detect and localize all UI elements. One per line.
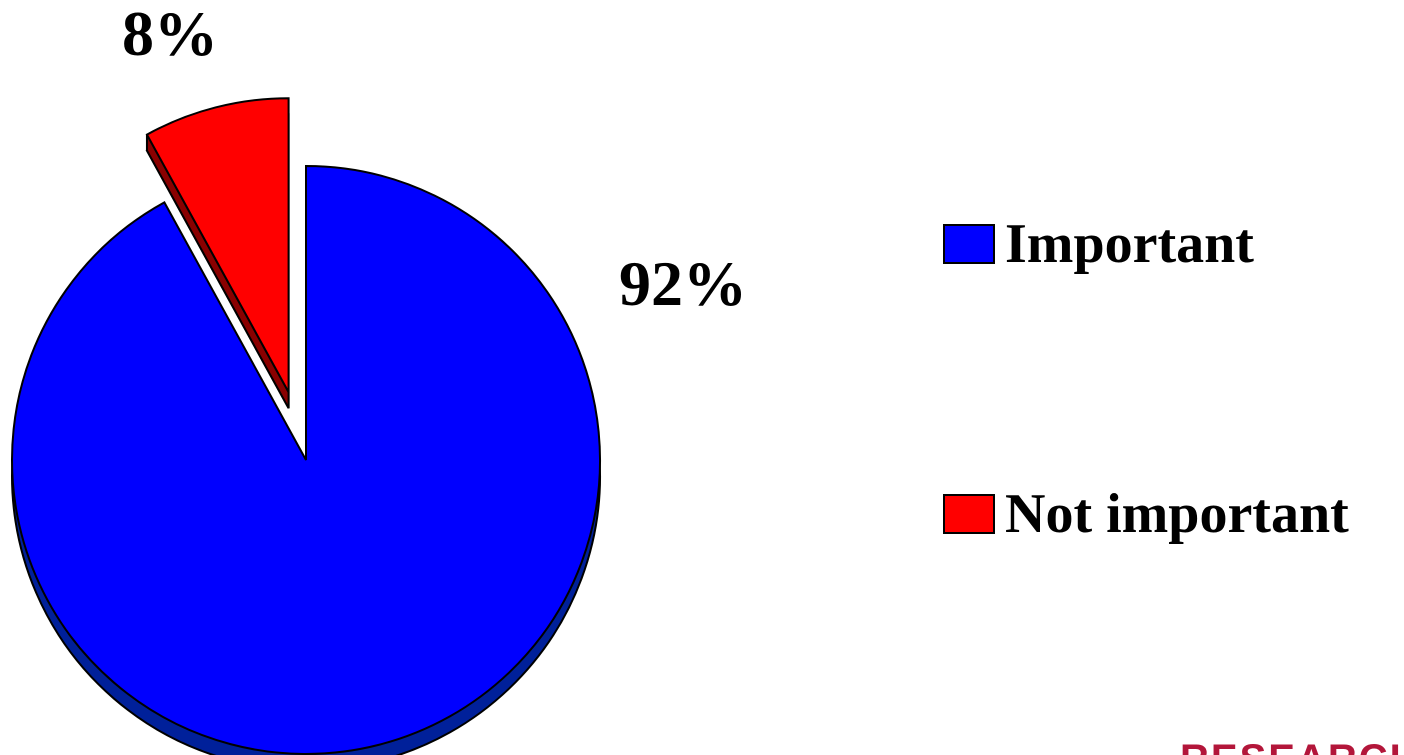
pie-slice-not-important xyxy=(145,97,290,393)
data-label-important: 92% xyxy=(619,248,747,319)
legend-swatch-important xyxy=(943,224,995,264)
legend: Important Not important xyxy=(943,213,1349,545)
brand-mark: RESEARCH xyxy=(1180,737,1404,755)
data-label-not-important: 8% xyxy=(122,0,218,69)
pie-data-labels: 92% 8% xyxy=(122,0,747,319)
legend-label-important: Important xyxy=(1005,213,1254,275)
legend-swatch-not-important xyxy=(943,494,995,534)
legend-label-not-important: Not important xyxy=(1005,483,1349,545)
pie-top-layer xyxy=(11,97,601,755)
pie-slice-important xyxy=(11,164,601,755)
